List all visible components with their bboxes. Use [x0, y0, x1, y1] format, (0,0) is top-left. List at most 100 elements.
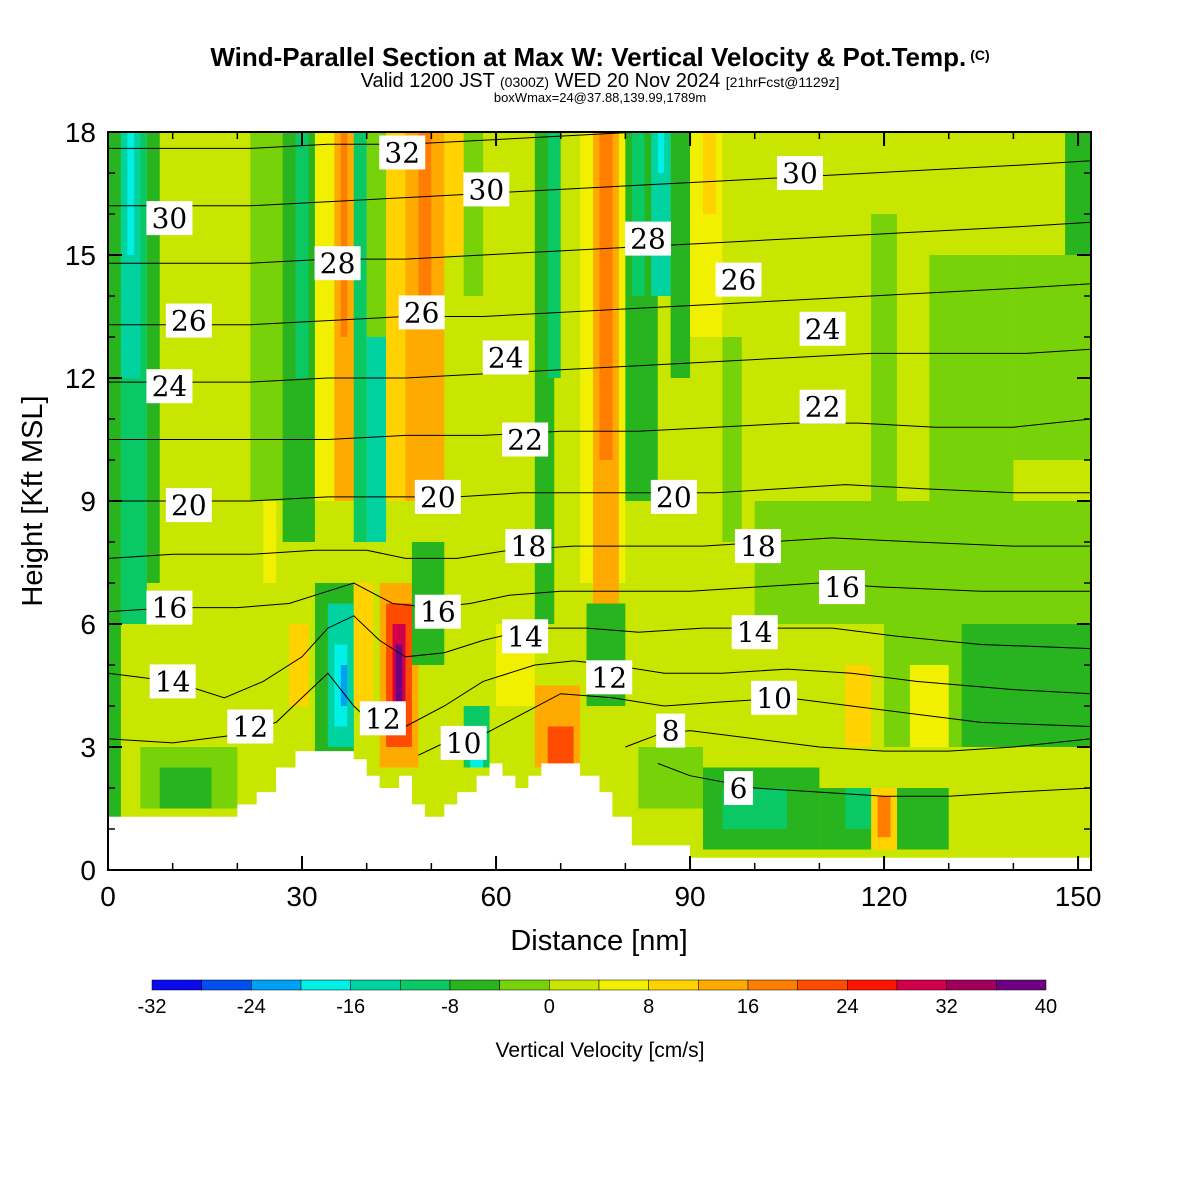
contour-label-box [656, 713, 686, 748]
contour-label: 16 [152, 592, 188, 625]
colorbar-swatch [201, 979, 252, 991]
theta-contour-line [108, 221, 1091, 264]
contour-label: 6 [730, 772, 748, 805]
colorbar-swatch [946, 979, 997, 991]
velocity-cell [386, 132, 406, 501]
colorbar-swatch [449, 979, 500, 991]
contour-label-box [227, 709, 274, 744]
velocity-cell [463, 132, 484, 296]
colorbar-tick-label: 0 [544, 996, 555, 1018]
theta-contour-line [108, 348, 1091, 383]
velocity-field [108, 132, 1091, 870]
terrain [108, 751, 1091, 870]
colorbar-tick-label: 16 [737, 996, 759, 1018]
colorbar-swatch [747, 979, 798, 991]
contour-label-box [502, 619, 549, 654]
velocity-cell [599, 132, 613, 460]
velocity-cell [702, 132, 716, 214]
velocity-cell [657, 132, 665, 173]
contour-label-box [751, 680, 798, 715]
contour-label: 16 [420, 596, 456, 629]
colorbar-swatch [896, 979, 947, 991]
velocity-cell [353, 583, 374, 706]
colorbar-tick-label: 40 [1035, 996, 1057, 1018]
contour-label-box [650, 479, 697, 514]
terrain-mask [108, 751, 1091, 870]
chart-title-text: Wind-Parallel Section at Max W: Vertical… [210, 42, 967, 72]
contour-label-box [734, 529, 781, 564]
contour-label-box [819, 570, 866, 605]
contour-label-box [463, 172, 510, 207]
copyright-mark: (C) [970, 47, 990, 63]
velocity-cell [418, 132, 432, 296]
velocity-cell [263, 501, 277, 583]
contour-label-box [440, 725, 487, 760]
contour-label-box [165, 488, 212, 523]
velocity-cell [444, 132, 464, 255]
colorbar-swatch [698, 979, 749, 991]
colorbar-title: Vertical Velocity [cm/s] [496, 1039, 705, 1062]
colorbar-tick-label: -24 [237, 996, 266, 1018]
contour-label: 30 [782, 157, 818, 190]
y-tick-label: 9 [80, 486, 96, 517]
contour-label: 24 [152, 370, 188, 403]
velocity-cell [1065, 132, 1091, 255]
contour-label-box [414, 479, 461, 514]
velocity-cell [722, 337, 742, 542]
contour-label: 8 [662, 715, 680, 748]
velocity-cell [340, 665, 348, 706]
velocity-cell [159, 767, 212, 809]
colorbar: -32 -24 -16 -8 0 8 16 24 32 40 [138, 979, 1057, 1018]
contour-label: 12 [591, 661, 627, 694]
contour-label-box [586, 660, 633, 695]
contour-label: 14 [507, 620, 543, 653]
contour-label: 18 [740, 530, 776, 563]
y-axis-title: Height [Kft MSL] [17, 395, 49, 606]
contour-label: 20 [171, 489, 207, 522]
y-tick-label: 3 [80, 732, 96, 763]
theta-contour-line [108, 484, 1091, 502]
y-tick-label: 6 [80, 609, 96, 640]
contour-label-box [482, 340, 529, 375]
contour-label: 18 [511, 530, 547, 563]
contour-label: 20 [420, 481, 456, 514]
contour-label-box [502, 422, 549, 457]
colorbar-tick-label: -16 [336, 996, 365, 1018]
colorbar-swatch [549, 979, 600, 991]
x-axis-title: Distance [nm] [510, 925, 687, 957]
theta-contour-line [657, 762, 1091, 797]
axes: 0 30 60 90 120 150 0 3 6 9 12 15 18 [65, 117, 1102, 912]
colorbar-swatch [251, 979, 302, 991]
contour-label: 12 [365, 702, 401, 735]
velocity-cell [909, 665, 949, 747]
contour-label-box [398, 295, 445, 330]
colorbar-swatch [648, 979, 699, 991]
x-tick-label: 150 [1055, 881, 1102, 912]
contour-label-box [799, 311, 846, 346]
theta-contour-line [108, 615, 1091, 699]
velocity-cell [314, 132, 335, 501]
contour-label: 30 [152, 202, 188, 235]
velocity-cell [670, 132, 691, 378]
velocity-cell [289, 624, 309, 706]
colorbar-swatch [996, 979, 1047, 991]
contour-label: 30 [469, 173, 505, 206]
contour-label-box [146, 590, 193, 625]
colorbar-swatch [350, 979, 401, 991]
colorbar-swatch [847, 979, 898, 991]
colorbar-swatch [151, 979, 202, 991]
valid-time-utc: (0300Z) [500, 74, 550, 90]
y-tick-label: 0 [80, 855, 96, 886]
contour-label: 28 [320, 247, 356, 280]
x-tick-label: 30 [286, 881, 317, 912]
colorbar-swatch [499, 979, 550, 991]
x-tick-label: 90 [674, 881, 705, 912]
contour-label-box [165, 303, 212, 338]
colorbar-tick-label: 24 [836, 996, 858, 1018]
x-tick-label: 120 [861, 881, 908, 912]
contour-label-box [715, 262, 762, 297]
colorbar-tick-label: -8 [441, 996, 459, 1018]
forecast-run: [21hrFcst@1129z] [725, 74, 840, 90]
velocity-cell [127, 132, 134, 255]
